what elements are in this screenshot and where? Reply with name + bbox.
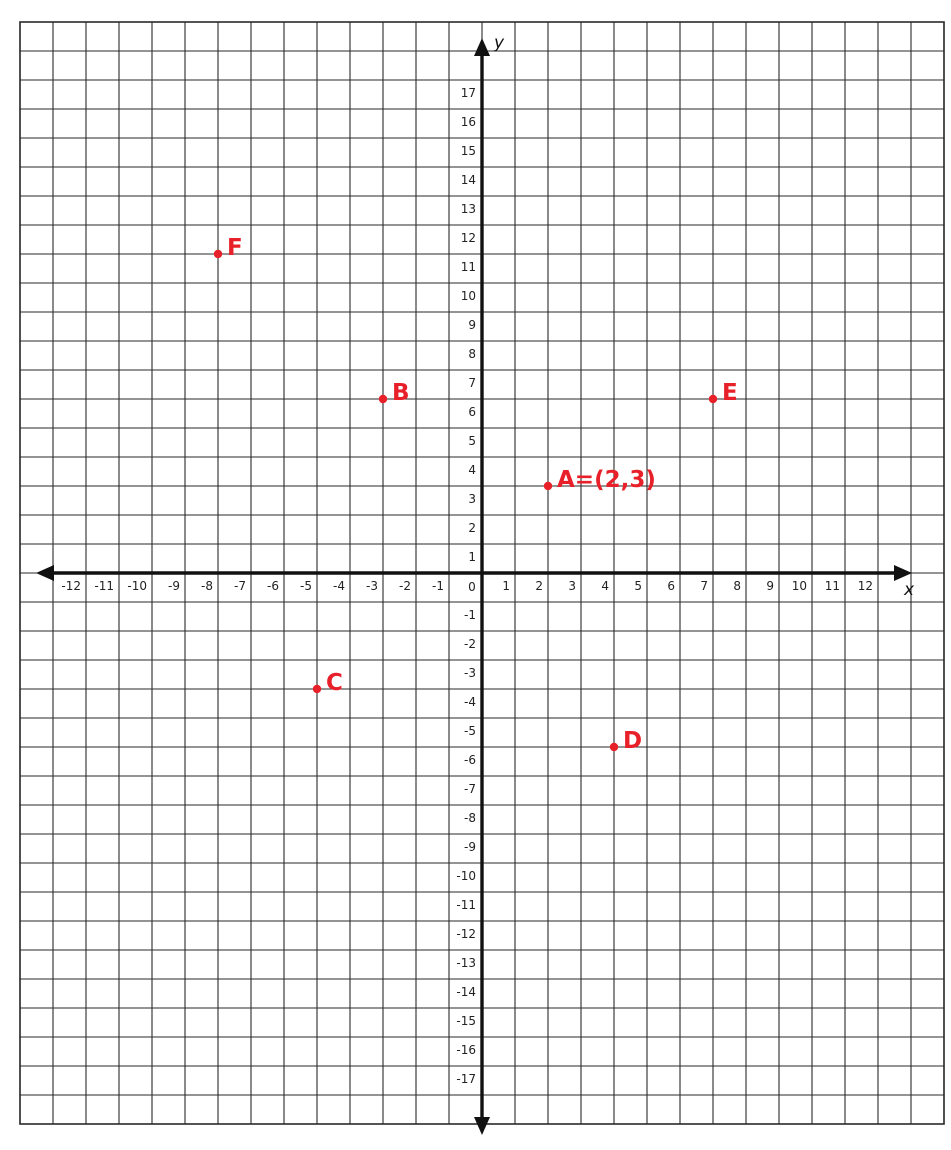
x-tick-label: -2 (399, 579, 411, 593)
x-tick-label: -10 (127, 579, 147, 593)
y-tick-label: 14 (461, 173, 476, 187)
y-tick-label: -13 (456, 956, 476, 970)
plotted-points: A=(2,3) B C D E F (213, 235, 738, 754)
y-tick-label: 16 (461, 115, 476, 129)
x-tick-label: -9 (168, 579, 180, 593)
y-tick-label: 15 (461, 144, 476, 158)
x-tick-label: 2 (535, 579, 543, 593)
point-marker (378, 394, 388, 404)
x-tick-label: 10 (792, 579, 807, 593)
x-tick-label: 12 (858, 579, 873, 593)
origin-label: 0 (468, 580, 476, 594)
x-tick-label: -1 (432, 579, 444, 593)
x-axis-label: x (903, 580, 915, 600)
y-tick-label: -11 (456, 898, 476, 912)
y-tick-label: -10 (456, 869, 476, 883)
point-label: D (623, 728, 642, 754)
x-tick-label: -8 (201, 579, 213, 593)
point-label: F (227, 235, 243, 261)
point-marker (708, 394, 718, 404)
x-tick-label: 11 (825, 579, 840, 593)
y-tick-label: 4 (468, 463, 476, 477)
y-tick-label: 8 (468, 347, 476, 361)
point-label: E (722, 380, 738, 406)
point-label: A=(2,3) (557, 467, 656, 493)
x-tick-label: -11 (94, 579, 114, 593)
x-tick-label: 1 (502, 579, 510, 593)
y-tick-label: 13 (461, 202, 476, 216)
y-tick-label: -3 (464, 666, 476, 680)
y-tick-label: -8 (464, 811, 476, 825)
y-tick-label: -4 (464, 695, 476, 709)
point-marker (213, 249, 223, 259)
y-tick-label: -14 (456, 985, 476, 999)
x-tick-label: -5 (300, 579, 312, 593)
y-tick-label: -15 (456, 1014, 476, 1028)
tick-labels: -12 -11 -10 -9 -8 -7 -6 -5 -4 -3 -2 -1 1 2 3 4 5 6 7 8 9 10 11… (61, 86, 873, 1086)
point-marker (543, 481, 553, 491)
point-marker (312, 684, 322, 694)
y-tick-label: -5 (464, 724, 476, 738)
y-tick-label: -7 (464, 782, 476, 796)
y-tick-label: 17 (461, 86, 476, 100)
x-tick-label: 7 (700, 579, 708, 593)
y-tick-label: -1 (464, 608, 476, 622)
x-tick-label: 9 (766, 579, 774, 593)
x-tick-label: -6 (267, 579, 279, 593)
y-tick-label: 7 (468, 376, 476, 390)
x-tick-label: 5 (634, 579, 642, 593)
y-tick-label: 9 (468, 318, 476, 332)
y-tick-label: 6 (468, 405, 476, 419)
point-label: C (326, 670, 343, 696)
point-marker (609, 742, 619, 752)
x-tick-label: -3 (366, 579, 378, 593)
x-tick-label: -7 (234, 579, 246, 593)
x-tick-label: 6 (667, 579, 675, 593)
y-axis-up-arrow (474, 38, 490, 56)
y-tick-label: 12 (461, 231, 476, 245)
x-tick-label: -4 (333, 579, 345, 593)
y-tick-label: -12 (456, 927, 476, 941)
x-tick-label: 3 (568, 579, 576, 593)
x-tick-label: -12 (61, 579, 81, 593)
x-axis-right-arrow (894, 565, 912, 581)
y-axis-label: y (493, 33, 505, 53)
y-tick-label: 2 (468, 521, 476, 535)
axes: xy (36, 33, 915, 1135)
x-axis-left-arrow (36, 565, 54, 581)
y-tick-label: 1 (468, 550, 476, 564)
y-tick-label: 11 (461, 260, 476, 274)
y-tick-label: -17 (456, 1072, 476, 1086)
y-tick-label: -6 (464, 753, 476, 767)
y-tick-label: 3 (468, 492, 476, 506)
y-tick-label: -2 (464, 637, 476, 651)
y-tick-label: -9 (464, 840, 476, 854)
x-tick-label: 4 (601, 579, 609, 593)
y-tick-label: -16 (456, 1043, 476, 1057)
y-tick-label: 10 (461, 289, 476, 303)
x-tick-label: 8 (733, 579, 741, 593)
y-axis-down-arrow (474, 1117, 490, 1135)
point-label: B (392, 380, 410, 406)
y-tick-label: 5 (468, 434, 476, 448)
